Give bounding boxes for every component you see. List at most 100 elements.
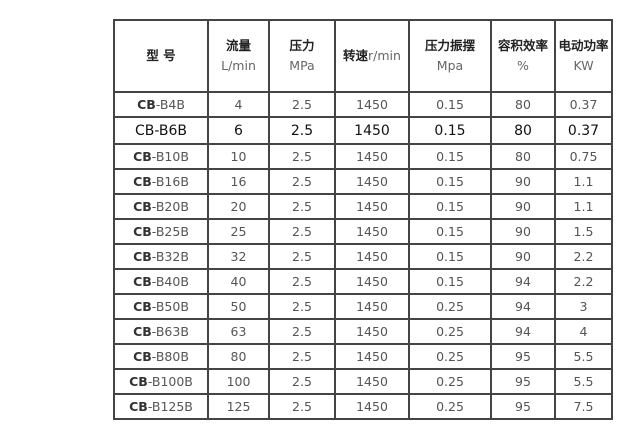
cell-pressure: 2.5 [268,91,336,118]
table-row: CB-B40B 40 2.5 1450 0.15 94 2.2 [113,268,613,295]
cell-efficiency: 95 [490,393,556,420]
cell-swing: 0.15 [408,193,492,220]
cell-speed: 1450 [334,218,410,245]
table-row: CB-B125B 125 2.5 1450 0.25 95 7.5 [113,393,613,420]
header-pressure: 压力 MPa [268,19,336,93]
cell-power: 1.1 [554,193,613,220]
cell-flow: 80 [207,343,270,370]
model-suffix: -B50B [151,299,189,314]
header-model: 型 号 [113,19,209,93]
model-prefix: CB [133,149,152,164]
cell-efficiency: 90 [490,193,556,220]
cell-speed: 1450 [334,318,410,345]
cell-flow: 6 [207,116,270,145]
cell-model: CB-B32B [113,243,209,270]
model-prefix: CB [133,274,152,289]
header-title: 电动功率 [558,38,609,53]
table-row: CB-B10B 10 2.5 1450 0.15 80 0.75 [113,143,613,170]
cell-power: 0.37 [554,116,613,145]
cell-pressure: 2.5 [268,243,336,270]
cell-flow: 20 [207,193,270,220]
header-flow: 流量 L/min [207,19,270,93]
cell-swing: 0.25 [408,318,492,345]
header-unit: r/min [368,48,401,63]
cell-power: 7.5 [554,393,613,420]
cell-power: 5.5 [554,343,613,370]
cell-model: CB-B20B [113,193,209,220]
model-prefix: CB [133,249,152,264]
cell-model: CB-B125B [113,393,209,420]
cell-pressure: 2.5 [268,168,336,195]
model-prefix: CB [133,199,152,214]
cell-speed: 1450 [334,143,410,170]
cell-swing: 0.25 [408,368,492,395]
model-prefix: CB [134,122,155,139]
model-suffix: -B125B [147,399,193,414]
cell-efficiency: 95 [490,368,556,395]
cell-flow: 25 [207,218,270,245]
table-row: CB-B20B 20 2.5 1450 0.15 90 1.1 [113,193,613,220]
cell-power: 1.5 [554,218,613,245]
model-suffix: -B63B [151,324,189,339]
cell-pressure: 2.5 [268,393,336,420]
model-prefix: CB [129,374,148,389]
cell-model: CB-B100B [113,368,209,395]
cell-flow: 63 [207,318,270,345]
cell-power: 5.5 [554,368,613,395]
cell-swing: 0.15 [408,243,492,270]
cell-flow: 32 [207,243,270,270]
model-suffix: -B100B [147,374,193,389]
model-suffix: -B6B [154,122,188,139]
table-row: CB-B32B 32 2.5 1450 0.15 90 2.2 [113,243,613,270]
model-suffix: -B10B [151,149,189,164]
table-row: CB-B16B 16 2.5 1450 0.15 90 1.1 [113,168,613,195]
cell-efficiency: 90 [490,243,556,270]
cell-swing: 0.15 [408,143,492,170]
cell-speed: 1450 [334,91,410,118]
model-suffix: -B20B [151,199,189,214]
table-row: CB-B6B 6 2.5 1450 0.15 80 0.37 [113,116,613,145]
cell-efficiency: 95 [490,343,556,370]
cell-pressure: 2.5 [268,318,336,345]
cell-swing: 0.25 [408,393,492,420]
header-title: 压力 [289,38,315,53]
cell-model: CB-B50B [113,293,209,320]
cell-power: 3 [554,293,613,320]
header-speed: 转速r/min [334,19,410,93]
cell-flow: 125 [207,393,270,420]
model-prefix: CB [133,174,152,189]
cell-flow: 10 [207,143,270,170]
model-suffix: -B4B [155,97,185,112]
cell-pressure: 2.5 [268,368,336,395]
cell-model: CB-B4B [113,91,209,118]
cell-speed: 1450 [334,343,410,370]
cell-model: CB-B25B [113,218,209,245]
cell-speed: 1450 [334,268,410,295]
cell-efficiency: 80 [490,91,556,118]
cell-efficiency: 90 [490,218,556,245]
model-suffix: -B16B [151,174,189,189]
pump-spec-table: 型 号 流量 L/min 压力 MPa 转速r/min 压力振摆 Mpa 容积效率% … [113,19,613,420]
model-prefix: CB [133,299,152,314]
header-unit: MPa [289,58,315,73]
header-efficiency: 容积效率% [490,19,556,93]
cell-pressure: 2.5 [268,116,336,145]
cell-speed: 1450 [334,293,410,320]
cell-efficiency: 90 [490,168,556,195]
cell-pressure: 2.5 [268,193,336,220]
cell-swing: 0.25 [408,343,492,370]
header-title: 压力振摆 [424,38,475,53]
cell-efficiency: 94 [490,318,556,345]
cell-model: CB-B16B [113,168,209,195]
cell-efficiency: 80 [490,143,556,170]
cell-model: CB-B80B [113,343,209,370]
cell-speed: 1450 [334,393,410,420]
model-prefix: CB [133,224,152,239]
cell-flow: 100 [207,368,270,395]
table-row: CB-B63B 63 2.5 1450 0.25 94 4 [113,318,613,345]
cell-flow: 4 [207,91,270,118]
cell-speed: 1450 [334,368,410,395]
cell-power: 2.2 [554,268,613,295]
cell-power: 1.1 [554,168,613,195]
model-suffix: -B25B [151,224,189,239]
